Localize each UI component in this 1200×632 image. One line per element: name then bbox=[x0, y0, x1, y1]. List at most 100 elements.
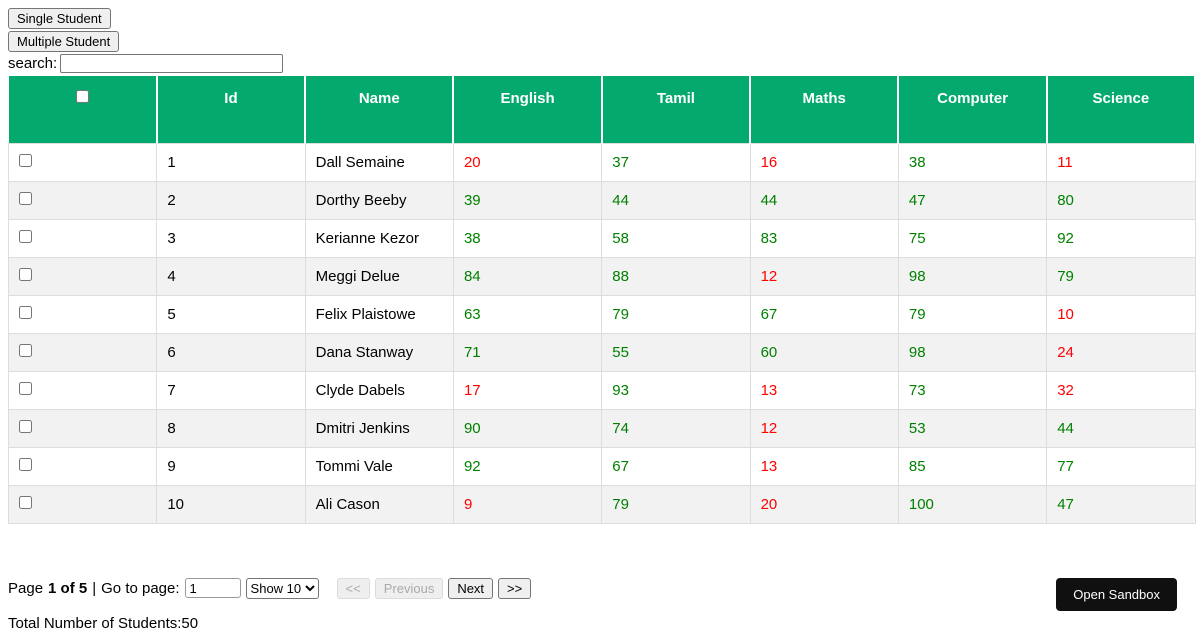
column-header-id: Id bbox=[156, 76, 307, 143]
students-table-head: Id Name English Tamil Maths Computer Science bbox=[8, 76, 1197, 143]
mark-cell-computer: 98 bbox=[897, 332, 1048, 372]
row-name-cell: Dana Stanway bbox=[304, 332, 454, 372]
table-row: 10 Ali Cason 9 79 20 100 47 bbox=[7, 484, 1196, 524]
mark-cell-english: 17 bbox=[452, 370, 603, 410]
search-bar: search: bbox=[8, 54, 1192, 73]
mark-cell-english: 71 bbox=[452, 332, 603, 372]
row-select-cell bbox=[7, 370, 158, 410]
table-row: 2 Dorthy Beeby 39 44 44 47 80 bbox=[7, 180, 1196, 220]
row-id-cell: 2 bbox=[156, 180, 306, 220]
mark-cell-english: 92 bbox=[452, 446, 603, 486]
table-row: 6 Dana Stanway 71 55 60 98 24 bbox=[7, 332, 1196, 372]
mark-cell-english: 63 bbox=[452, 294, 603, 334]
multiple-student-button[interactable]: Multiple Student bbox=[8, 31, 120, 52]
mark-cell-computer: 47 bbox=[897, 180, 1048, 220]
mark-cell-maths: 20 bbox=[749, 484, 899, 524]
row-checkbox[interactable] bbox=[19, 305, 32, 319]
last-page-button[interactable]: >> bbox=[498, 577, 532, 599]
row-select-cell bbox=[7, 446, 158, 486]
page-size-select[interactable]: Show 10 bbox=[245, 577, 319, 599]
mark-cell-computer: 73 bbox=[897, 370, 1048, 410]
row-checkbox[interactable] bbox=[19, 419, 32, 433]
row-checkbox[interactable] bbox=[19, 381, 32, 395]
row-checkbox[interactable] bbox=[19, 457, 32, 471]
row-name-cell: Felix Plaistowe bbox=[304, 294, 454, 334]
row-name-cell: Dorthy Beeby bbox=[304, 180, 454, 220]
row-name-cell: Dmitri Jenkins bbox=[304, 408, 454, 448]
row-checkbox[interactable] bbox=[19, 153, 32, 167]
mark-cell-english: 39 bbox=[452, 180, 603, 220]
column-header-tamil: Tamil bbox=[601, 76, 752, 143]
row-id-cell: 3 bbox=[156, 218, 306, 258]
mark-cell-science: 80 bbox=[1046, 180, 1196, 220]
row-checkbox[interactable] bbox=[19, 495, 32, 509]
mark-cell-science: 92 bbox=[1046, 218, 1196, 258]
row-id-cell: 9 bbox=[156, 446, 306, 486]
row-name-cell: Dall Semaine bbox=[304, 142, 454, 182]
column-header-name: Name bbox=[305, 76, 455, 143]
row-select-cell bbox=[7, 294, 158, 334]
mark-cell-maths: 12 bbox=[749, 408, 899, 448]
mark-cell-english: 90 bbox=[452, 408, 603, 448]
row-select-cell bbox=[7, 142, 158, 182]
table-row: 8 Dmitri Jenkins 90 74 12 53 44 bbox=[7, 408, 1196, 448]
mark-cell-science: 77 bbox=[1046, 446, 1196, 486]
mark-cell-science: 10 bbox=[1046, 294, 1196, 334]
page-current: 1 of 5 bbox=[48, 579, 88, 597]
mark-cell-maths: 60 bbox=[749, 332, 899, 372]
mark-cell-english: 20 bbox=[452, 142, 603, 182]
mark-cell-science: 47 bbox=[1046, 484, 1196, 524]
goto-page-input[interactable] bbox=[184, 578, 241, 598]
table-row: 4 Meggi Delue 84 88 12 98 79 bbox=[7, 256, 1196, 296]
mark-cell-tamil: 67 bbox=[601, 446, 751, 486]
row-id-cell: 1 bbox=[156, 142, 306, 182]
row-id-cell: 5 bbox=[156, 294, 306, 334]
goto-page-label: Go to page: bbox=[101, 579, 180, 597]
mark-cell-computer: 85 bbox=[897, 446, 1048, 486]
column-header-science: Science bbox=[1046, 76, 1197, 143]
mark-cell-science: 24 bbox=[1046, 332, 1196, 372]
mark-cell-maths: 44 bbox=[749, 180, 899, 220]
table-row: 9 Tommi Vale 92 67 13 85 77 bbox=[7, 446, 1196, 486]
row-select-cell bbox=[7, 218, 158, 258]
table-row: 1 Dall Semaine 20 37 16 38 11 bbox=[7, 142, 1196, 182]
column-header-english: English bbox=[453, 76, 603, 143]
mark-cell-computer: 79 bbox=[897, 294, 1048, 334]
mark-cell-science: 79 bbox=[1046, 256, 1196, 296]
mark-cell-maths: 16 bbox=[749, 142, 899, 182]
row-name-cell: Clyde Dabels bbox=[304, 370, 454, 410]
mark-cell-tamil: 44 bbox=[601, 180, 751, 220]
open-sandbox-button[interactable]: Open Sandbox bbox=[1056, 578, 1177, 611]
students-table: Id Name English Tamil Maths Computer Science 1… bbox=[7, 76, 1197, 524]
first-page-button[interactable]: << bbox=[336, 577, 370, 599]
mark-cell-computer: 53 bbox=[897, 408, 1048, 448]
pagination-bar: Page 1 of 5 | Go to page: Show 10 << Pre… bbox=[8, 577, 1192, 599]
column-header-computer: Computer bbox=[898, 76, 1048, 143]
row-id-cell: 8 bbox=[156, 408, 306, 448]
table-row: 7 Clyde Dabels 17 93 13 73 32 bbox=[7, 370, 1196, 410]
row-select-cell bbox=[7, 180, 158, 220]
next-page-button[interactable]: Next bbox=[448, 577, 494, 599]
previous-page-button[interactable]: Previous bbox=[374, 577, 444, 599]
mark-cell-science: 44 bbox=[1046, 408, 1196, 448]
mark-cell-computer: 38 bbox=[897, 142, 1048, 182]
row-id-cell: 6 bbox=[156, 332, 306, 372]
row-checkbox[interactable] bbox=[19, 191, 32, 205]
row-checkbox[interactable] bbox=[19, 229, 32, 243]
mark-cell-science: 11 bbox=[1046, 142, 1196, 182]
row-id-cell: 4 bbox=[156, 256, 306, 296]
single-student-button[interactable]: Single Student bbox=[8, 8, 111, 29]
search-input[interactable] bbox=[60, 54, 284, 73]
row-checkbox[interactable] bbox=[19, 267, 32, 281]
row-name-cell: Tommi Vale bbox=[304, 446, 454, 486]
mark-cell-computer: 98 bbox=[897, 256, 1048, 296]
page-label: Page bbox=[8, 579, 44, 597]
mark-cell-maths: 83 bbox=[749, 218, 899, 258]
total-students-text: Total Number of Students:50 bbox=[8, 614, 199, 632]
mark-cell-english: 9 bbox=[452, 484, 603, 524]
row-select-cell bbox=[7, 408, 158, 448]
row-checkbox[interactable] bbox=[19, 343, 32, 357]
select-all-checkbox[interactable] bbox=[75, 90, 89, 103]
row-name-cell: Ali Cason bbox=[304, 484, 454, 524]
table-row: 3 Kerianne Kezor 38 58 83 75 92 bbox=[7, 218, 1196, 258]
